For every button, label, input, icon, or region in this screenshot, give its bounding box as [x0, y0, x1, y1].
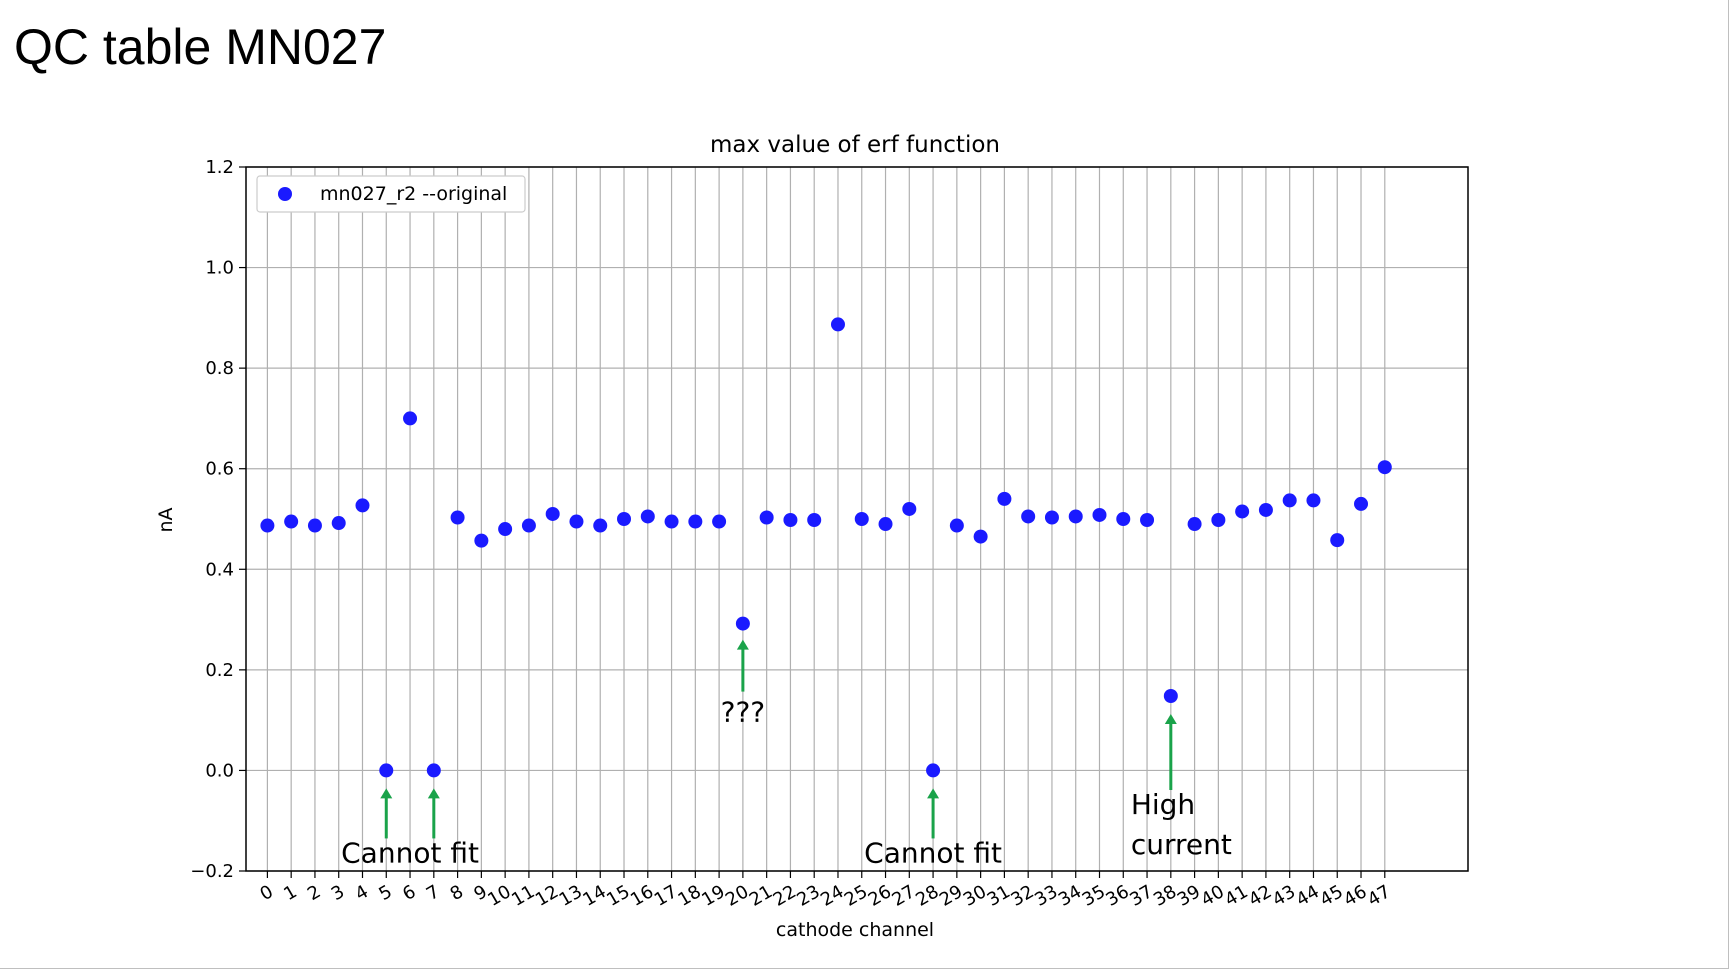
annotation-label: High current — [1131, 788, 1232, 861]
data-point — [759, 510, 774, 525]
annotations: Cannot fit??? Cannot fit High current — [341, 639, 1232, 869]
data-point — [617, 512, 632, 526]
slide-title: QC table MN027 — [14, 19, 387, 75]
data-point — [878, 517, 893, 532]
annotation-arrowhead — [380, 788, 393, 799]
data-point — [1306, 493, 1321, 508]
y-axis-label: nA — [155, 507, 177, 532]
x-tick-label: 5 — [375, 881, 395, 905]
data-point — [997, 491, 1012, 506]
legend: mn027_r2 --original — [256, 175, 526, 213]
data-point — [307, 518, 322, 533]
x-tick-label: 0 — [256, 881, 276, 905]
legend-box — [256, 175, 526, 213]
data-point — [450, 510, 465, 525]
data-point — [664, 514, 679, 529]
legend-marker — [278, 187, 292, 201]
data-point — [569, 514, 584, 529]
annotation-label: Cannot fit — [864, 836, 1002, 869]
data-point — [379, 763, 394, 778]
data-point — [593, 518, 608, 533]
data-point — [807, 513, 822, 528]
y-tick-label: 1.0 — [205, 258, 234, 279]
x-axis-label: cathode channel — [776, 919, 934, 941]
x-ticks: 0 1 2 3 4 5 6 7 8 9101112131415161718192021222324… — [256, 871, 1394, 911]
data-point — [1354, 496, 1369, 511]
data-point — [1377, 460, 1392, 475]
data-point — [926, 763, 941, 778]
data-point — [902, 501, 917, 516]
data-point — [1021, 509, 1036, 524]
y-tick-label: 0.8 — [205, 358, 234, 379]
data-point — [331, 516, 346, 531]
data-point — [1330, 533, 1345, 548]
y-ticks: −0.2 0.0 0.2 0.4 0.6 0.8 1.0 1.2 — [190, 157, 246, 882]
data-point — [1187, 517, 1202, 532]
data-point — [854, 512, 869, 526]
annotation-label: Cannot fit — [341, 836, 479, 869]
y-tick-label: 0.0 — [205, 760, 234, 781]
x-tick-label: 1 — [280, 881, 300, 905]
annotation-arrowhead — [927, 788, 940, 799]
data-point — [640, 509, 655, 524]
chart-title: max value of erf function — [710, 132, 1000, 158]
data-point — [498, 522, 513, 537]
data-points — [260, 317, 1392, 778]
data-point — [973, 529, 988, 544]
annotation-arrowhead — [736, 639, 749, 650]
data-point — [545, 506, 560, 521]
data-point — [403, 411, 418, 426]
y-tick-label: 0.2 — [205, 660, 234, 681]
data-point — [1258, 502, 1273, 517]
data-point — [260, 518, 275, 533]
data-point — [426, 763, 441, 778]
data-point — [474, 533, 489, 548]
x-tick-label: 4 — [352, 881, 372, 905]
y-tick-label: −0.2 — [190, 861, 234, 882]
data-point — [688, 514, 703, 529]
data-point — [521, 518, 536, 533]
data-point — [1092, 507, 1107, 522]
y-tick-label: 1.2 — [205, 157, 234, 178]
data-point — [284, 514, 299, 529]
plot-frame — [245, 166, 1469, 872]
x-tick-label: 3 — [328, 881, 348, 905]
x-tick-label: 2 — [304, 881, 324, 905]
data-point — [1211, 513, 1226, 528]
data-point — [712, 514, 727, 529]
legend-label: mn027_r2 --original — [320, 183, 507, 205]
data-point — [830, 317, 845, 332]
data-point — [1235, 504, 1250, 519]
data-point — [1140, 513, 1155, 528]
x-tick-label: 7 — [423, 881, 443, 905]
y-tick-label: 0.6 — [205, 459, 234, 480]
data-point — [1068, 509, 1083, 524]
data-point — [1116, 512, 1131, 526]
data-point — [1044, 510, 1059, 525]
annotation-arrowhead — [1164, 714, 1177, 725]
data-point — [1282, 493, 1297, 508]
data-point — [735, 616, 750, 631]
data-point — [355, 498, 370, 513]
annotation-arrowhead — [427, 788, 440, 799]
data-point — [1163, 689, 1178, 704]
x-tick-label: 47 — [1364, 881, 1394, 911]
y-tick-label: 0.4 — [205, 559, 234, 580]
data-point — [783, 513, 798, 528]
x-tick-label: 6 — [399, 881, 419, 905]
annotation-label: ??? — [721, 696, 766, 729]
data-point — [949, 518, 964, 533]
x-tick-label: 8 — [447, 881, 467, 905]
